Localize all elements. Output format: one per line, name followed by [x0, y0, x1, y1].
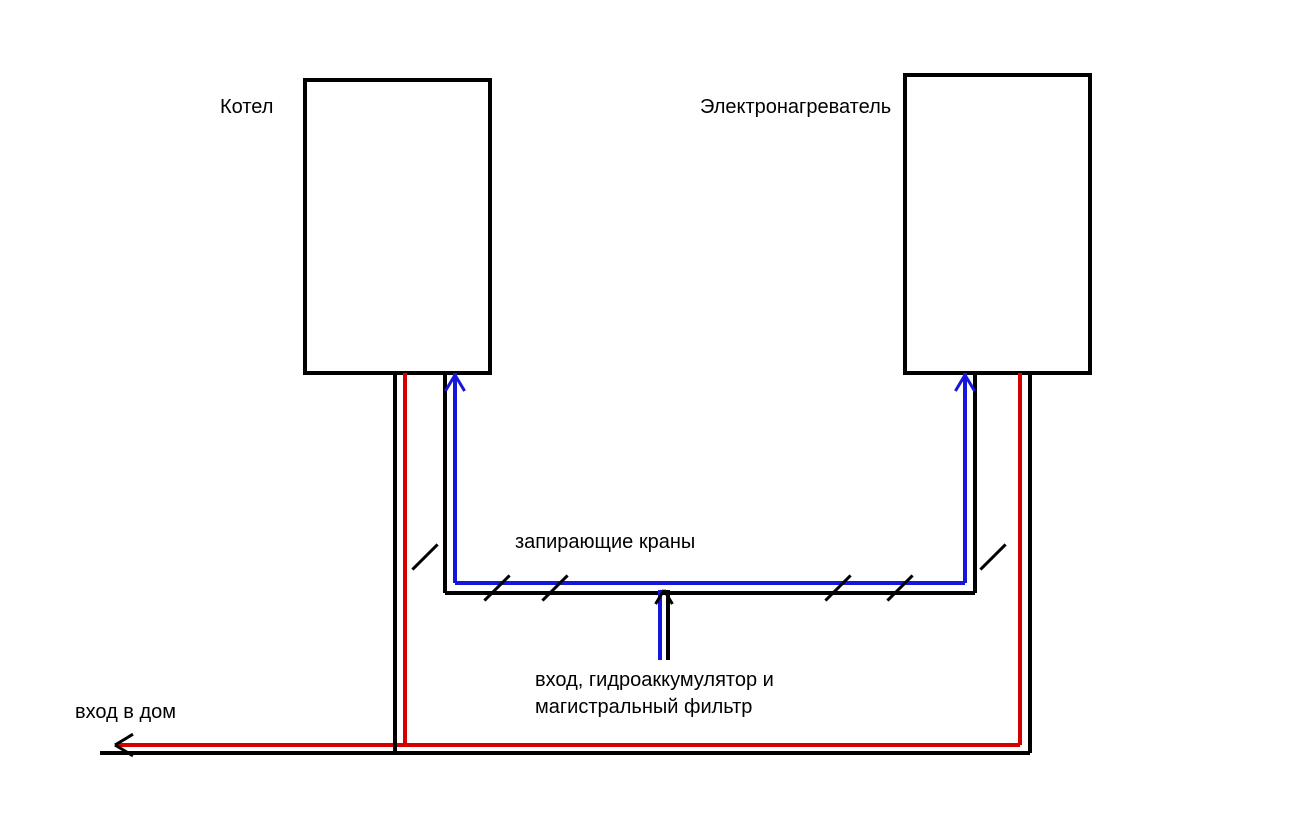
input-riser	[660, 590, 668, 660]
boiler-box	[305, 80, 490, 373]
heater-label: Электронагреватель	[700, 95, 891, 120]
black-inner-line	[445, 373, 975, 593]
to-house-label: вход в дом	[75, 700, 176, 725]
valves-label: запирающие краны	[515, 530, 695, 555]
input-desc-line1: вход, гидроаккумулятор и	[535, 668, 774, 693]
heater-box	[905, 75, 1090, 373]
boiler-label: Котел	[220, 95, 273, 120]
diagram-canvas: Котел Электронагреватель запирающие кран…	[0, 0, 1290, 813]
input-desc-line2: магистральный фильтр	[535, 695, 752, 720]
